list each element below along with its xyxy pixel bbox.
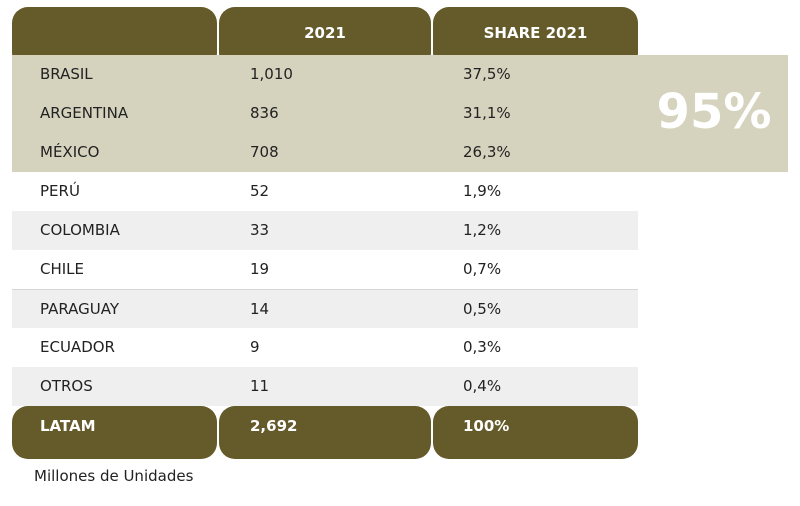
units-cell: 836 (250, 104, 279, 122)
table-row: COLOMBIA 33 1,2% (12, 211, 638, 250)
total-country-cell: LATAM (40, 417, 96, 435)
country-cell: OTROS (40, 377, 93, 395)
table-row: PERÚ 52 1,9% (12, 172, 638, 211)
highlight-band (12, 55, 788, 172)
units-cell: 1,010 (250, 65, 293, 83)
table-row: MÉXICO 708 26,3% (12, 133, 638, 172)
total-share-cell: 100% (463, 417, 510, 435)
highlight-share-label: 95% (656, 84, 772, 140)
units-cell: 708 (250, 143, 279, 161)
country-cell: COLOMBIA (40, 221, 120, 239)
units-cell: 19 (250, 260, 270, 278)
share-cell: 1,9% (463, 182, 502, 200)
share-cell: 0,7% (463, 260, 502, 278)
units-cell: 52 (250, 182, 270, 200)
table-row: PARAGUAY 14 0,5% (12, 289, 638, 328)
units-cell: 33 (250, 221, 270, 239)
column-header-share: SHARE 2021 (483, 24, 588, 42)
country-cell: ECUADOR (40, 338, 115, 356)
country-cell: BRASIL (40, 65, 93, 83)
units-note: Millones de Unidades (34, 467, 194, 485)
share-cell: 37,5% (463, 65, 511, 83)
country-cell: ARGENTINA (40, 104, 129, 122)
table-row: BRASIL 1,010 37,5% (12, 55, 638, 94)
country-cell: PARAGUAY (40, 300, 120, 318)
footer-tab-country (12, 406, 217, 459)
share-cell: 0,4% (463, 377, 502, 395)
table-row: ECUADOR 9 0,3% (12, 328, 638, 367)
table-row: ARGENTINA 836 31,1% (12, 94, 638, 133)
table-row: CHILE 19 0,7% (12, 250, 638, 289)
footer-tab-share (433, 406, 638, 459)
total-units-cell: 2,692 (250, 417, 298, 435)
share-cell: 26,3% (463, 143, 511, 161)
country-cell: MÉXICO (40, 143, 100, 161)
share-cell: 1,2% (463, 221, 502, 239)
share-cell: 0,5% (463, 300, 502, 318)
table-row: OTROS 11 0,4% (12, 367, 638, 406)
share-cell: 0,3% (463, 338, 502, 356)
units-cell: 14 (250, 300, 270, 318)
country-cell: CHILE (40, 260, 85, 278)
country-cell: PERÚ (40, 182, 80, 200)
share-cell: 31,1% (463, 104, 511, 122)
footer-tab-units (219, 406, 431, 459)
units-cell: 9 (250, 338, 260, 356)
units-cell: 11 (250, 377, 270, 395)
column-header-2021: 2021 (304, 24, 346, 42)
